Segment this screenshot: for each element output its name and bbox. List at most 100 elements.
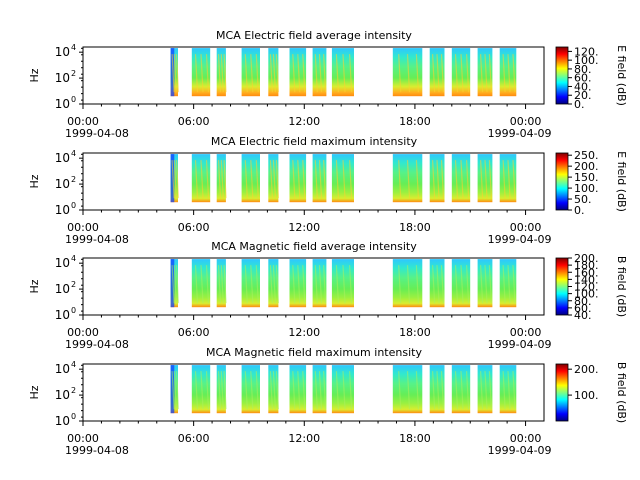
colorbar-tick-label: 60.	[574, 72, 592, 85]
data-streak	[173, 160, 177, 199]
colorbar-tick-label: 250.	[574, 149, 599, 162]
y-tick-label: 10	[55, 71, 70, 85]
colorbar-tick-label: 0.	[574, 204, 585, 217]
data-streak	[484, 54, 488, 93]
colorbar-tick-label: 120.	[574, 281, 599, 294]
colorbar-tick-label: 40.	[574, 80, 592, 93]
x-tick-label: 00:00	[510, 221, 542, 234]
y-tick-label: 10	[55, 177, 70, 191]
date-start-label: 1999-04-08	[65, 444, 129, 457]
data-streak	[269, 371, 273, 410]
data-streak	[488, 265, 492, 304]
x-tick-label: 00:00	[67, 115, 99, 128]
data-streak	[502, 371, 506, 410]
data-streak	[200, 371, 204, 410]
x-tick-label: 00:00	[510, 115, 542, 128]
data-streak	[272, 160, 276, 199]
colorbar-tick-label: 50.	[574, 193, 592, 206]
data-streak	[173, 265, 177, 304]
colorbar	[555, 152, 569, 211]
data-streak	[269, 160, 273, 199]
date-end-label: 1999-04-09	[488, 444, 552, 457]
x-tick-label: 12:00	[288, 115, 320, 128]
data-streak	[272, 265, 276, 304]
colorbar-tick-label: 100.	[574, 54, 599, 67]
data-streak	[171, 54, 175, 93]
data-block	[216, 48, 226, 97]
y-tick-label: 10	[55, 388, 70, 402]
data-streak	[323, 160, 327, 199]
data-streak	[205, 54, 210, 93]
data-streak	[250, 265, 254, 304]
data-block	[216, 259, 226, 308]
y-axis-label: Hz	[28, 279, 41, 293]
data-streak	[406, 160, 411, 199]
x-tick-label: 06:00	[178, 326, 210, 339]
x-tick-label: 00:00	[510, 432, 542, 445]
x-tick-label: 12:00	[288, 221, 320, 234]
x-tick-label: 12:00	[288, 326, 320, 339]
data-streak	[173, 54, 177, 93]
data-streak	[432, 265, 436, 304]
data-streak	[217, 371, 222, 410]
data-streak	[432, 54, 436, 93]
data-block	[268, 48, 279, 97]
y-tick-exponent: 4	[71, 43, 76, 52]
data-streak	[507, 160, 511, 199]
data-streak	[255, 160, 259, 199]
data-block	[216, 365, 226, 414]
date-start-label: 1999-04-08	[65, 127, 129, 140]
data-streak	[349, 54, 353, 93]
y-tick-exponent: 0	[71, 412, 76, 421]
data-streak	[194, 371, 199, 410]
data-streak	[244, 265, 248, 304]
panel-title: MCA Electric field average intensity	[216, 29, 412, 42]
data-streak	[255, 265, 259, 304]
data-streak	[173, 371, 177, 410]
y-tick-exponent: 4	[71, 360, 76, 369]
colorbar	[555, 363, 569, 422]
data-streak	[314, 54, 318, 93]
data-streak	[480, 54, 484, 93]
data-streak	[194, 54, 199, 93]
data-streak	[250, 54, 254, 93]
data-streak	[454, 265, 459, 304]
data-streak	[292, 54, 296, 93]
data-streak	[272, 54, 276, 93]
colorbar-tick-label: 100.	[574, 288, 599, 301]
data-streak	[512, 160, 516, 199]
data-streak	[323, 265, 327, 304]
data-streak	[460, 160, 464, 199]
panel-title: MCA Magnetic field average intensity	[211, 240, 417, 253]
data-streak	[512, 371, 516, 410]
colorbar-tick-label: 80.	[574, 295, 592, 308]
y-tick-label: 10	[55, 97, 70, 111]
date-start-label: 1999-04-08	[65, 338, 129, 351]
data-streak	[200, 265, 204, 304]
data-streak	[342, 54, 346, 93]
data-streak	[200, 160, 204, 199]
data-streak	[275, 54, 279, 93]
data-streak	[297, 54, 301, 93]
data-streak	[436, 160, 440, 199]
y-axis-label: Hz	[28, 68, 41, 82]
y-tick-label: 10	[55, 45, 70, 59]
date-end-label: 1999-04-09	[488, 338, 552, 351]
data-streak	[275, 371, 279, 410]
data-block	[268, 154, 279, 203]
x-tick-label: 00:00	[67, 221, 99, 234]
data-streak	[480, 160, 484, 199]
data-streak	[507, 54, 511, 93]
colorbar-label: E field (dB)	[615, 45, 628, 106]
x-tick-label: 06:00	[178, 115, 210, 128]
colorbar-tick-label: 200.	[574, 363, 599, 376]
x-tick-label: 00:00	[67, 326, 99, 339]
colorbar	[555, 257, 569, 316]
data-streak	[269, 265, 273, 304]
colorbar-tick-label: 160.	[574, 266, 599, 279]
data-streak	[460, 265, 464, 304]
data-streak	[244, 371, 248, 410]
y-tick-exponent: 4	[71, 254, 76, 263]
colorbar-label: E field (dB)	[615, 151, 628, 212]
x-tick-label: 18:00	[399, 115, 431, 128]
